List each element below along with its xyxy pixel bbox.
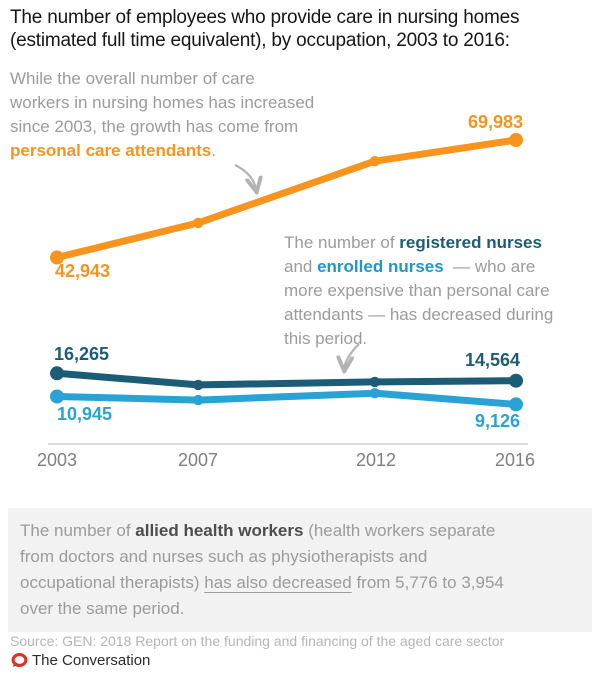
note-line: The number of allied health workers (hea… — [20, 518, 580, 544]
data-point-personal-care-attendants-2016 — [509, 133, 523, 147]
line-chart-canvas — [48, 133, 528, 445]
data-point-enrolled-nurses-2003 — [50, 389, 64, 404]
brand-lockup: The Conversation — [10, 652, 150, 669]
note-text: (health workers separate — [303, 521, 496, 540]
annotation-line: The number of registered nurses — [284, 231, 553, 255]
annotation-line: this period. — [284, 329, 368, 348]
series-line-registered-nurses — [53, 369, 520, 389]
data-point-enrolled-nurses-2012 — [369, 388, 380, 399]
value-label-en-2003: 10,945 — [57, 404, 113, 424]
highlight-allied-health-workers: allied health workers — [135, 521, 304, 540]
data-point-enrolled-nurses-2016 — [509, 397, 523, 412]
brand-name: The Conversation — [32, 652, 151, 669]
annotation-line: workers in nursing homes has increased — [10, 93, 315, 112]
chart-title-line1: The number of employees who provide care… — [10, 7, 520, 28]
note-text: The number of — [20, 521, 136, 540]
data-point-personal-care-attendants-2003 — [50, 250, 64, 265]
note-text: occupational therapists) — [20, 573, 205, 592]
value-label-pca-2016: 69,983 — [467, 112, 523, 132]
annotation-text: The number of — [284, 233, 400, 252]
highlight-registered-nurses: registered nurses — [399, 233, 542, 252]
highlight-personal-care-attendants: personal care attendants — [10, 141, 212, 160]
the-conversation-logo-icon — [11, 652, 28, 667]
annotation-line: since 2003, the growth has come from — [10, 117, 299, 136]
series-line-enrolled-nurses — [53, 389, 520, 408]
value-label-en-2016: 9,126 — [474, 411, 520, 431]
highlight-enrolled-nurses: enrolled nurses — [317, 257, 444, 276]
x-tick-2016: 2016 — [494, 450, 536, 470]
annotation-line: personal care attendants. — [10, 139, 314, 163]
x-tick-2007: 2007 — [177, 450, 219, 470]
note-line: occupational therapists) has also decrea… — [20, 570, 580, 596]
annotation-text: and — [284, 257, 318, 276]
note-line: from doctors and nurses such as physioth… — [20, 547, 428, 566]
allied-health-note: The number of allied health workers (hea… — [8, 508, 592, 632]
arrow-to-orange-line-icon — [234, 164, 256, 189]
chart-title-line2: (estimated full time equivalent), by occ… — [10, 30, 510, 51]
series-line-personal-care-attendants — [53, 136, 520, 261]
annotation-text: — who are — [443, 257, 536, 276]
chart-title: The number of employees who provide care… — [10, 6, 519, 52]
data-point-personal-care-attendants-2007 — [193, 217, 204, 229]
value-label-rn-2016: 14,564 — [464, 350, 520, 370]
x-tick-2012: 2012 — [355, 450, 397, 470]
data-point-registered-nurses-2012 — [369, 376, 380, 388]
note-line: over the same period. — [20, 599, 185, 618]
underlined-has-also-decreased: has also decreased — [204, 573, 352, 592]
value-label-pca-2003: 42,943 — [55, 261, 111, 281]
data-point-registered-nurses-2016 — [509, 373, 523, 388]
value-label-rn-2003: 16,265 — [54, 344, 110, 364]
data-point-personal-care-attendants-2012 — [369, 156, 380, 167]
annotation-line: While the overall number of care — [10, 69, 255, 88]
arrow-to-dark-line-icon — [345, 343, 360, 368]
note-text: from 5,776 to 3,954 — [351, 573, 504, 592]
source-citation: Source: GEN: 2018 Report on the funding … — [10, 633, 505, 649]
annotation-line: more expensive than personal care — [284, 281, 550, 300]
annotation-period: . — [211, 141, 216, 160]
annotation-personal-care-growth: While the overall number of care workers… — [10, 67, 314, 163]
annotation-line: and enrolled nurses — who are — [284, 255, 553, 279]
annotation-nurses-decline: The number of registered nurses and enro… — [284, 231, 553, 351]
annotation-line: attendants — has decreased during — [284, 305, 554, 324]
data-point-registered-nurses-2007 — [193, 379, 204, 391]
data-point-registered-nurses-2003 — [50, 366, 64, 381]
chart-series-layer — [50, 133, 523, 412]
data-point-enrolled-nurses-2007 — [193, 394, 204, 406]
x-tick-2003: 2003 — [36, 450, 78, 470]
